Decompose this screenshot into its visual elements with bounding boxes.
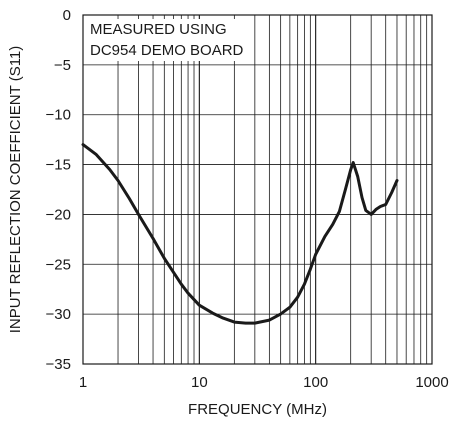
y-tick-label: −20 — [46, 206, 71, 223]
y-tick-label: −25 — [46, 256, 71, 273]
annotation-box: MEASURED USING DC954 DEMO BOARD — [88, 19, 253, 61]
y-tick-label: −5 — [54, 57, 71, 74]
y-tick-label: −30 — [46, 306, 71, 323]
y-tick-labels: 0 −5 −10 −15 −20 −25 −30 −35 — [46, 7, 71, 373]
series-layer — [81, 143, 399, 325]
s11-series-line — [81, 143, 399, 325]
x-tick-label: 10 — [191, 374, 208, 391]
annotation-line-2: DC954 DEMO BOARD — [90, 42, 244, 59]
y-tick-label: 0 — [63, 7, 71, 24]
x-tick-labels: 1 10 100 1000 — [79, 374, 449, 391]
grid — [83, 15, 432, 364]
y-axis-label: INPUT REFLECTION COEFFICIENT (S11) — [7, 46, 24, 334]
plot-frame — [82, 14, 433, 365]
x-tick-label: 1 — [79, 374, 87, 391]
x-tick-label: 100 — [303, 374, 328, 391]
y-tick-label: −35 — [46, 356, 71, 373]
annotation-line-1: MEASURED USING — [90, 21, 227, 38]
x-axis-label: FREQUENCY (MHz) — [188, 401, 327, 418]
x-tick-label: 1000 — [415, 374, 448, 391]
y-tick-label: −10 — [46, 107, 71, 124]
annotation-background — [88, 19, 253, 61]
y-tick-label: −15 — [46, 157, 71, 174]
